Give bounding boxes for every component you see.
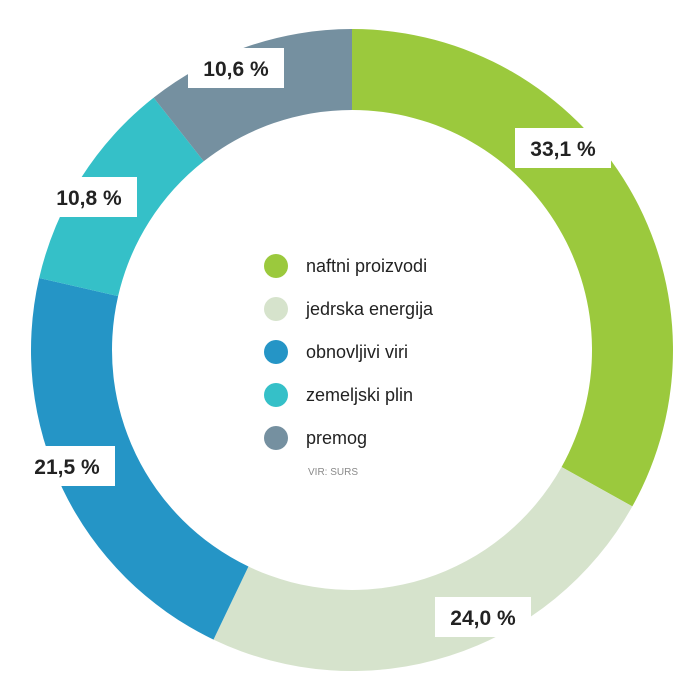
legend-label: jedrska energija — [305, 299, 434, 319]
legend-swatch — [264, 426, 288, 450]
source-note: VIR: SURS — [308, 467, 358, 478]
slice-premog — [153, 29, 352, 162]
legend-swatch — [264, 297, 288, 321]
value-label-box — [515, 128, 611, 168]
legend-label: obnovljivi viri — [306, 342, 408, 362]
legend-swatch — [264, 383, 288, 407]
value-label-zemeljski-plin: 10,8 % — [41, 177, 137, 217]
value-label-text: 10,6 % — [203, 58, 269, 81]
value-label-text: 21,5 % — [34, 456, 100, 479]
slice-obnovljivi-viri — [30, 278, 249, 640]
value-label-box — [188, 48, 284, 88]
legend-label: premog — [306, 428, 367, 448]
legend-swatch — [264, 340, 288, 364]
percentage-labels: 33,1 % 24,0 % 21,5 % 10,8 % 10,6 % — [19, 48, 611, 637]
value-label-obnovljivi-viri: 21,5 % — [19, 446, 115, 486]
value-label-text: 33,1 % — [530, 138, 596, 161]
legend: naftni proizvodi jedrska energija obnovlji… — [264, 254, 434, 450]
legend-item-premog: premog — [264, 426, 367, 450]
value-label-text: 24,0 % — [450, 607, 516, 630]
value-label-box — [41, 177, 137, 217]
value-label-box — [435, 597, 531, 637]
legend-item-zemeljski-plin: zemeljski plin — [264, 383, 413, 407]
value-label-box — [19, 446, 115, 486]
legend-label: zemeljski plin — [306, 385, 413, 405]
legend-item-naftni-proizvodi: naftni proizvodi — [264, 254, 427, 278]
legend-label: naftni proizvodi — [306, 256, 427, 276]
value-label-text: 10,8 % — [56, 187, 122, 210]
value-label-premog: 10,6 % — [188, 48, 284, 88]
value-label-naftni-proizvodi: 33,1 % — [515, 128, 611, 168]
slice-jedrska-energija — [213, 466, 633, 671]
legend-swatch — [264, 254, 288, 278]
legend-item-jedrska-energija: jedrska energija — [264, 297, 434, 321]
legend-item-obnovljivi-viri: obnovljivi viri — [264, 340, 408, 364]
value-label-jedrska-energija: 24,0 % — [435, 597, 531, 637]
